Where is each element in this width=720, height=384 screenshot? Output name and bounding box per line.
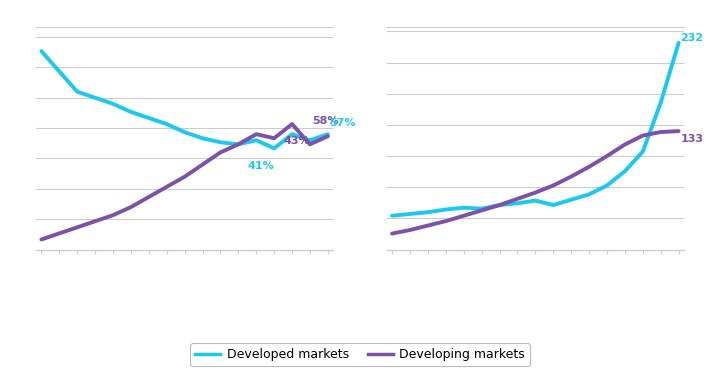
Legend: Developed markets, Developing markets: Developed markets, Developing markets	[190, 343, 530, 366]
Text: 57%: 57%	[330, 118, 356, 128]
Text: 43%: 43%	[283, 136, 310, 146]
Text: 58%: 58%	[312, 116, 338, 126]
Text: 133: 133	[680, 134, 703, 144]
Text: 41%: 41%	[247, 161, 274, 170]
Text: 232: 232	[680, 33, 703, 43]
